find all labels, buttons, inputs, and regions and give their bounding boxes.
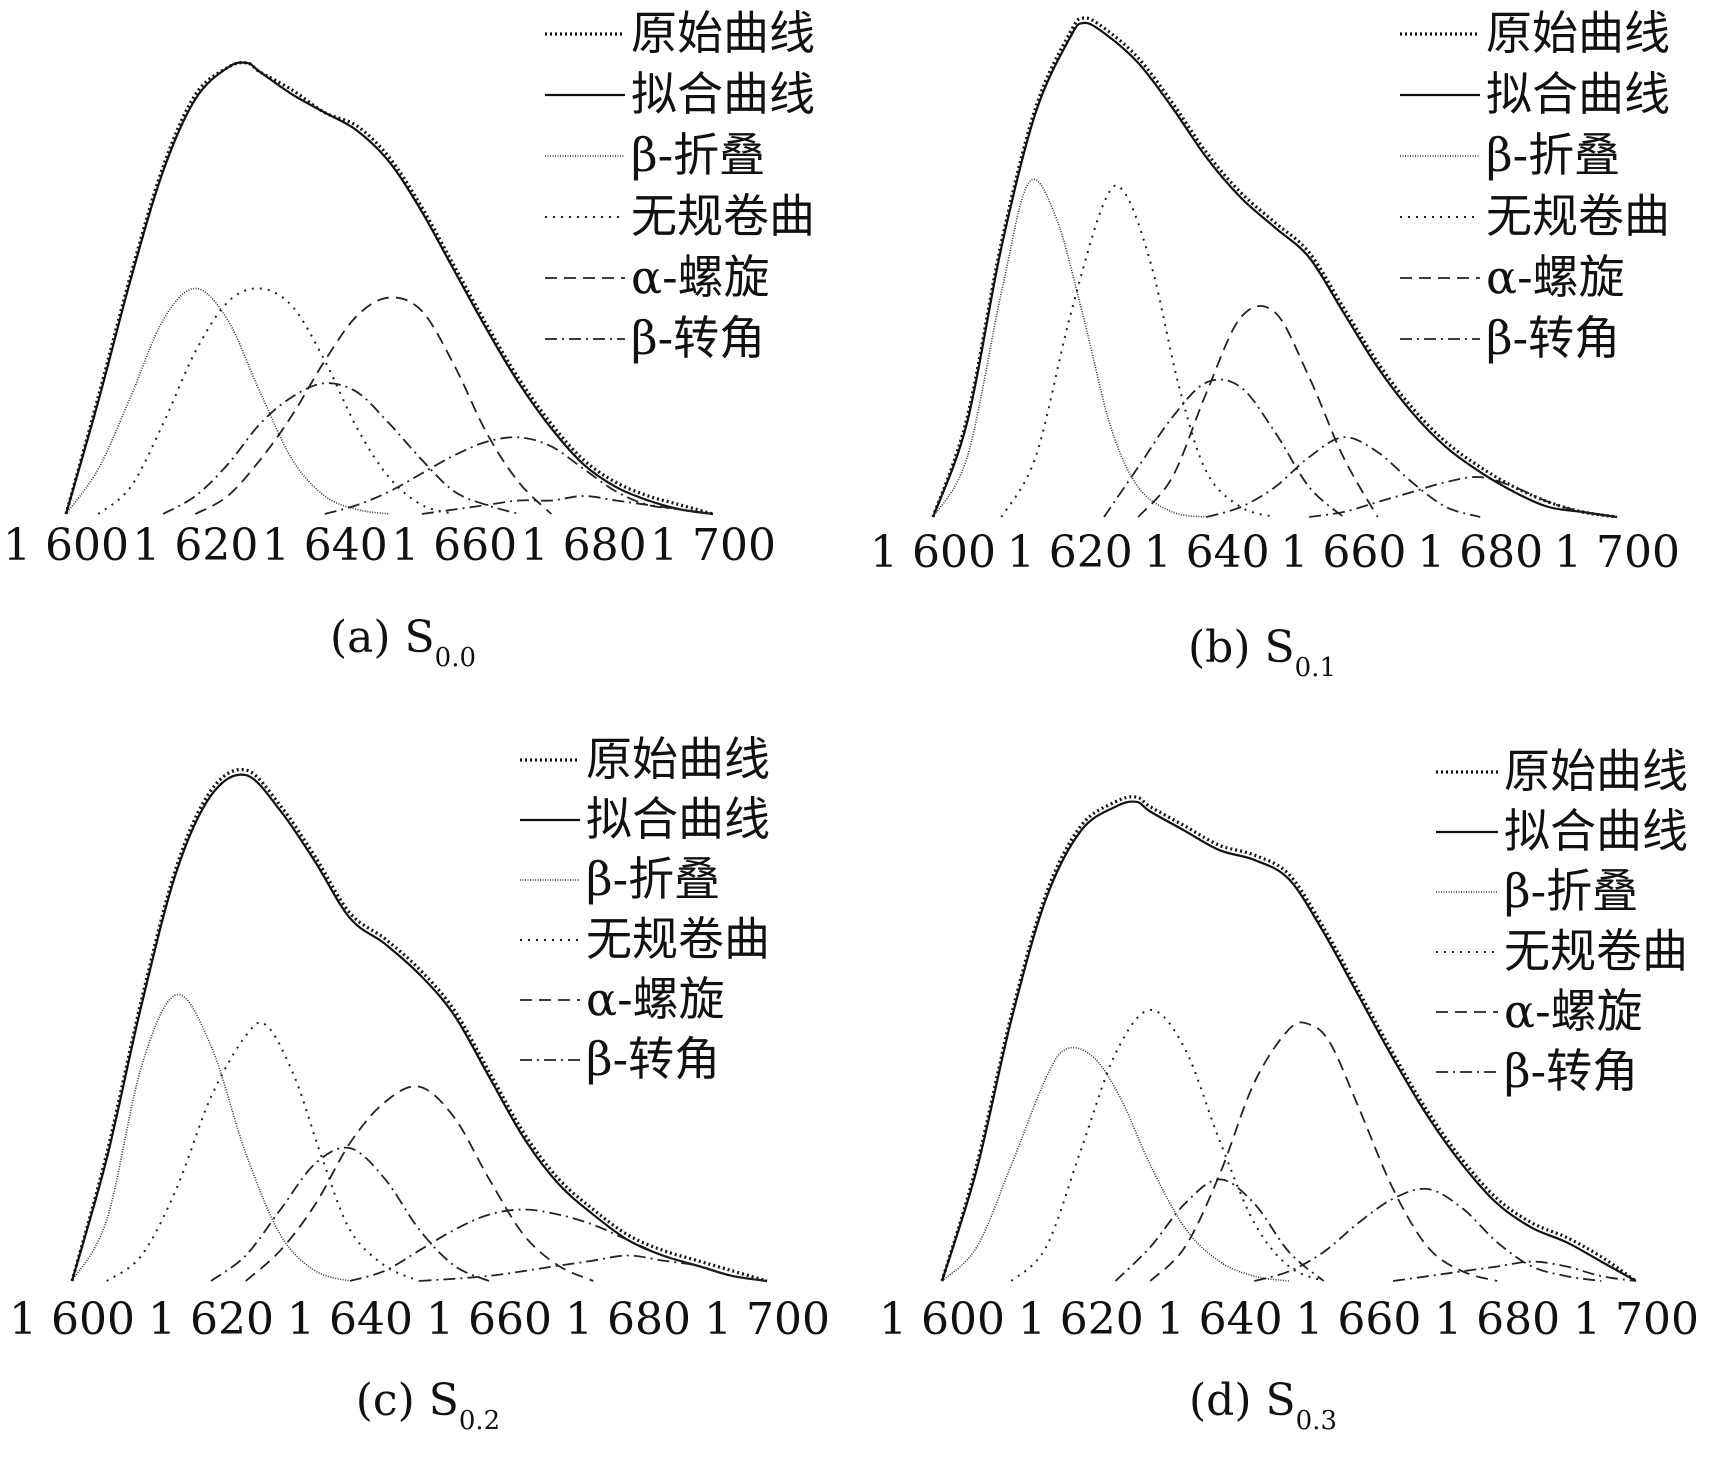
x-tick-label: 1 680: [521, 520, 647, 571]
legend-label-fitted: 拟合曲线: [586, 792, 770, 846]
series-original-line: [931, 16, 1618, 519]
panel-caption: (c) S0.2: [356, 1375, 500, 1436]
legend-label-alpha-helix: α-螺旋: [586, 972, 725, 1026]
legend-label-alpha-helix: α-螺旋: [1504, 984, 1643, 1038]
series-beta-turn-line: [1309, 476, 1618, 518]
series-random-coil-line: [97, 287, 455, 515]
x-tick-label: 1 680: [565, 1294, 691, 1345]
series-beta-turn-line: [349, 1208, 768, 1282]
panel-a: 1 600 1 620 1 640 1 660 1 680 1 700 (a) S0.0 原始…: [3, 6, 815, 673]
legend-label-beta-sheet: β-折叠: [631, 128, 765, 182]
series-original-line: [64, 61, 714, 516]
legend-label-beta-turn: β-转角: [631, 311, 765, 365]
series-beta-sheet-line: [932, 178, 1207, 518]
series-beta-turn-line: [1114, 1178, 1325, 1282]
series-beta-sheet-line: [71, 993, 351, 1282]
series-beta-sheet-line: [65, 287, 390, 515]
panel-d: 1 600 1 620 1 640 1 660 1 680 1 700 (d) S0.3 原始…: [879, 744, 1699, 1436]
x-tick-label: 1 700: [704, 1294, 830, 1345]
series-original-line: [70, 767, 768, 1283]
series-beta-turn-line: [1103, 378, 1344, 518]
x-tick-label: 1 660: [426, 1294, 552, 1345]
series-random-coil-line: [106, 1021, 420, 1282]
legend-label-alpha-helix: α-螺旋: [631, 250, 770, 304]
x-tick-label: 1 620: [1007, 527, 1133, 578]
panel-caption: (b) S0.1: [1188, 622, 1336, 683]
series-random-coil-line: [1000, 184, 1276, 518]
legend-label-fitted: 拟合曲线: [1486, 67, 1670, 121]
series-beta-turn-line: [1392, 1260, 1637, 1282]
series-beta-turn-line: [324, 436, 714, 515]
legend-label-random-coil: 无规卷曲: [1504, 924, 1688, 978]
series-beta-turn-line: [210, 1146, 490, 1282]
legend-label-beta-sheet: β-折叠: [586, 852, 720, 906]
series-beta-turn-line: [162, 382, 520, 515]
x-tick-label: 1 700: [650, 520, 776, 571]
panel-c: 1 600 1 620 1 640 1 660 1 680 1 700 (c) S0.2 原始…: [9, 732, 830, 1436]
legend-label-fitted: 拟合曲线: [631, 67, 815, 121]
x-tick-label: 1 600: [870, 527, 996, 578]
series-fitted-line: [940, 800, 1637, 1282]
legend-label-original: 原始曲线: [1486, 6, 1670, 60]
legend-label-original: 原始曲线: [586, 732, 770, 786]
series-alpha-helix-line: [1149, 1021, 1498, 1282]
series-fitted-line: [64, 61, 714, 516]
x-tick-label: 1 640: [1157, 1294, 1283, 1345]
x-tick-label: 1 660: [1295, 1294, 1421, 1345]
series-beta-turn-line: [1254, 1187, 1602, 1282]
legend-label-random-coil: 无规卷曲: [1486, 189, 1670, 243]
panel-caption: (a) S0.0: [330, 612, 476, 673]
legend-label-random-coil: 无规卷曲: [586, 912, 770, 966]
legend-label-original: 原始曲线: [631, 6, 815, 60]
x-tick-label: 1 620: [148, 1294, 274, 1345]
legend-label-beta-turn: β-转角: [586, 1032, 720, 1086]
x-tick-label: 1 640: [262, 520, 388, 571]
x-tick-label: 1 700: [1554, 527, 1680, 578]
x-tick-label: 1 660: [391, 520, 517, 571]
series-beta-turn-line: [1206, 436, 1481, 518]
series-beta-turn-line: [421, 495, 714, 515]
x-tick-label: 1 600: [3, 520, 129, 571]
x-tick-label: 1 660: [1280, 527, 1406, 578]
x-tick-label: 1 620: [132, 520, 258, 571]
legend-label-beta-turn: β-转角: [1486, 311, 1620, 365]
legend-label-original: 原始曲线: [1504, 744, 1688, 798]
x-tick-label: 1 600: [879, 1294, 1005, 1345]
legend-label-beta-turn: β-转角: [1504, 1044, 1638, 1098]
series-alpha-helix-line: [1137, 305, 1379, 518]
legend-label-beta-sheet: β-折叠: [1504, 864, 1638, 918]
series-fitted-line: [931, 21, 1618, 519]
x-tick-label: 1 640: [287, 1294, 413, 1345]
x-tick-label: 1 700: [1573, 1294, 1699, 1345]
series-beta-sheet-line: [941, 1046, 1290, 1282]
legend-label-beta-sheet: β-折叠: [1486, 128, 1620, 182]
series-fitted-line: [70, 773, 768, 1283]
legend-label-fitted: 拟合曲线: [1504, 804, 1688, 858]
series-alpha-helix-line: [245, 1085, 594, 1282]
x-tick-label: 1 680: [1434, 1294, 1560, 1345]
series-beta-turn-line: [419, 1254, 768, 1282]
series-alpha-helix-line: [194, 296, 552, 515]
legend-label-alpha-helix: α-螺旋: [1486, 250, 1625, 304]
legend-label-random-coil: 无规卷曲: [631, 189, 815, 243]
x-tick-label: 1 620: [1018, 1294, 1144, 1345]
panel-b: 1 600 1 620 1 640 1 660 1 680 1 700 (b) S0.1 原始…: [870, 6, 1680, 683]
series-random-coil-line: [1010, 1008, 1325, 1282]
x-tick-label: 1 640: [1144, 527, 1270, 578]
panel-caption: (d) S0.3: [1189, 1375, 1337, 1436]
x-tick-label: 1 680: [1417, 527, 1543, 578]
x-tick-label: 1 600: [9, 1294, 135, 1345]
